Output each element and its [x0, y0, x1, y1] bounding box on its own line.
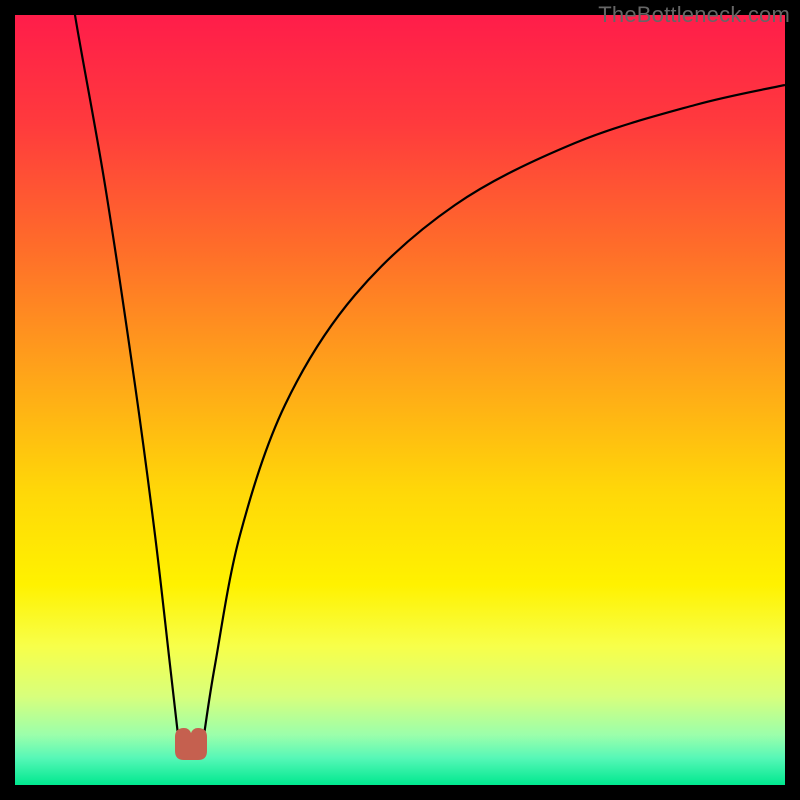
plot-background — [15, 15, 785, 785]
watermark-text: TheBottleneck.com — [598, 2, 790, 28]
chart-stage: TheBottleneck.com — [0, 0, 800, 800]
chart-svg — [0, 0, 800, 800]
